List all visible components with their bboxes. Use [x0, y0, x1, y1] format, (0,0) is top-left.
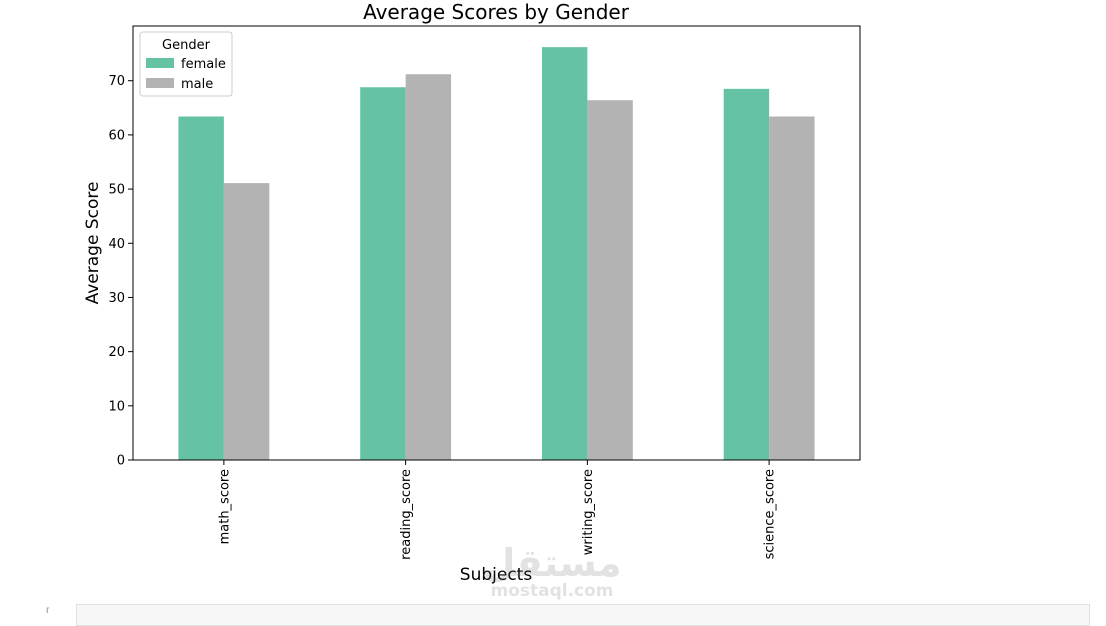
- y-axis-label: Average Score: [83, 182, 103, 305]
- chart-title: Average Scores by Gender: [363, 0, 630, 24]
- x-axis-label: Subjects: [460, 565, 533, 585]
- x-tick-label: reading_score: [399, 469, 414, 560]
- x-tick-label: writing_score: [581, 469, 596, 555]
- plot-frame: [132, 25, 861, 461]
- bar-female-math_score: [178, 116, 224, 460]
- y-tick-label: 30: [108, 291, 125, 306]
- bar-chart: Average Scores by Gender 0 10 20 30 40 50 60 70…: [83, 0, 861, 601]
- bar-female-reading_score: [360, 87, 406, 461]
- y-axis: 0 10 20 30 40 50 60 70: [108, 74, 133, 469]
- legend-swatch-female: [146, 58, 174, 68]
- legend-swatch-male: [146, 78, 174, 88]
- x-tick-label: science_score: [763, 469, 778, 559]
- y-tick-label: 50: [108, 183, 125, 198]
- watermark: مستقل mostaql.com: [483, 541, 622, 601]
- bar-male-science_score: [769, 116, 815, 460]
- legend-label-male: male: [181, 77, 213, 92]
- watermark-latin: mostaql.com: [490, 581, 613, 601]
- y-tick-label: 20: [108, 345, 125, 360]
- bar-male-math_score: [223, 183, 270, 460]
- bar-male-writing_score: [587, 100, 633, 461]
- y-tick-label: 0: [117, 454, 125, 469]
- y-tick-label: 10: [108, 399, 125, 414]
- y-tick-label: 60: [108, 128, 125, 143]
- bar-male-reading_score: [405, 74, 452, 460]
- watermark-arabic: مستقل: [483, 541, 622, 585]
- legend-label-female: female: [181, 57, 226, 72]
- x-tick-label: math_score: [217, 469, 232, 544]
- legend-title: Gender: [162, 38, 211, 53]
- y-tick-label: 40: [108, 237, 125, 252]
- cell-prompt: [ ]:: [44, 606, 52, 613]
- bar-female-science_score: [723, 88, 770, 460]
- bars: [178, 47, 815, 461]
- bar-female-writing_score: [541, 47, 588, 461]
- legend: Gender female male: [139, 31, 233, 97]
- y-tick-label: 70: [108, 74, 125, 89]
- code-cell-input[interactable]: [76, 604, 1090, 626]
- x-axis: math_score reading_score writing_score scie…: [217, 460, 778, 560]
